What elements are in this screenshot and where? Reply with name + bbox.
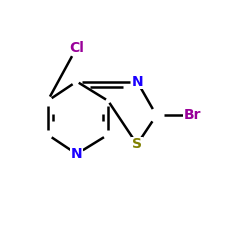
Text: S: S: [132, 137, 142, 151]
Text: Cl: Cl: [69, 41, 84, 55]
Text: Br: Br: [184, 108, 202, 122]
Text: N: N: [131, 74, 143, 88]
Text: N: N: [71, 147, 83, 161]
